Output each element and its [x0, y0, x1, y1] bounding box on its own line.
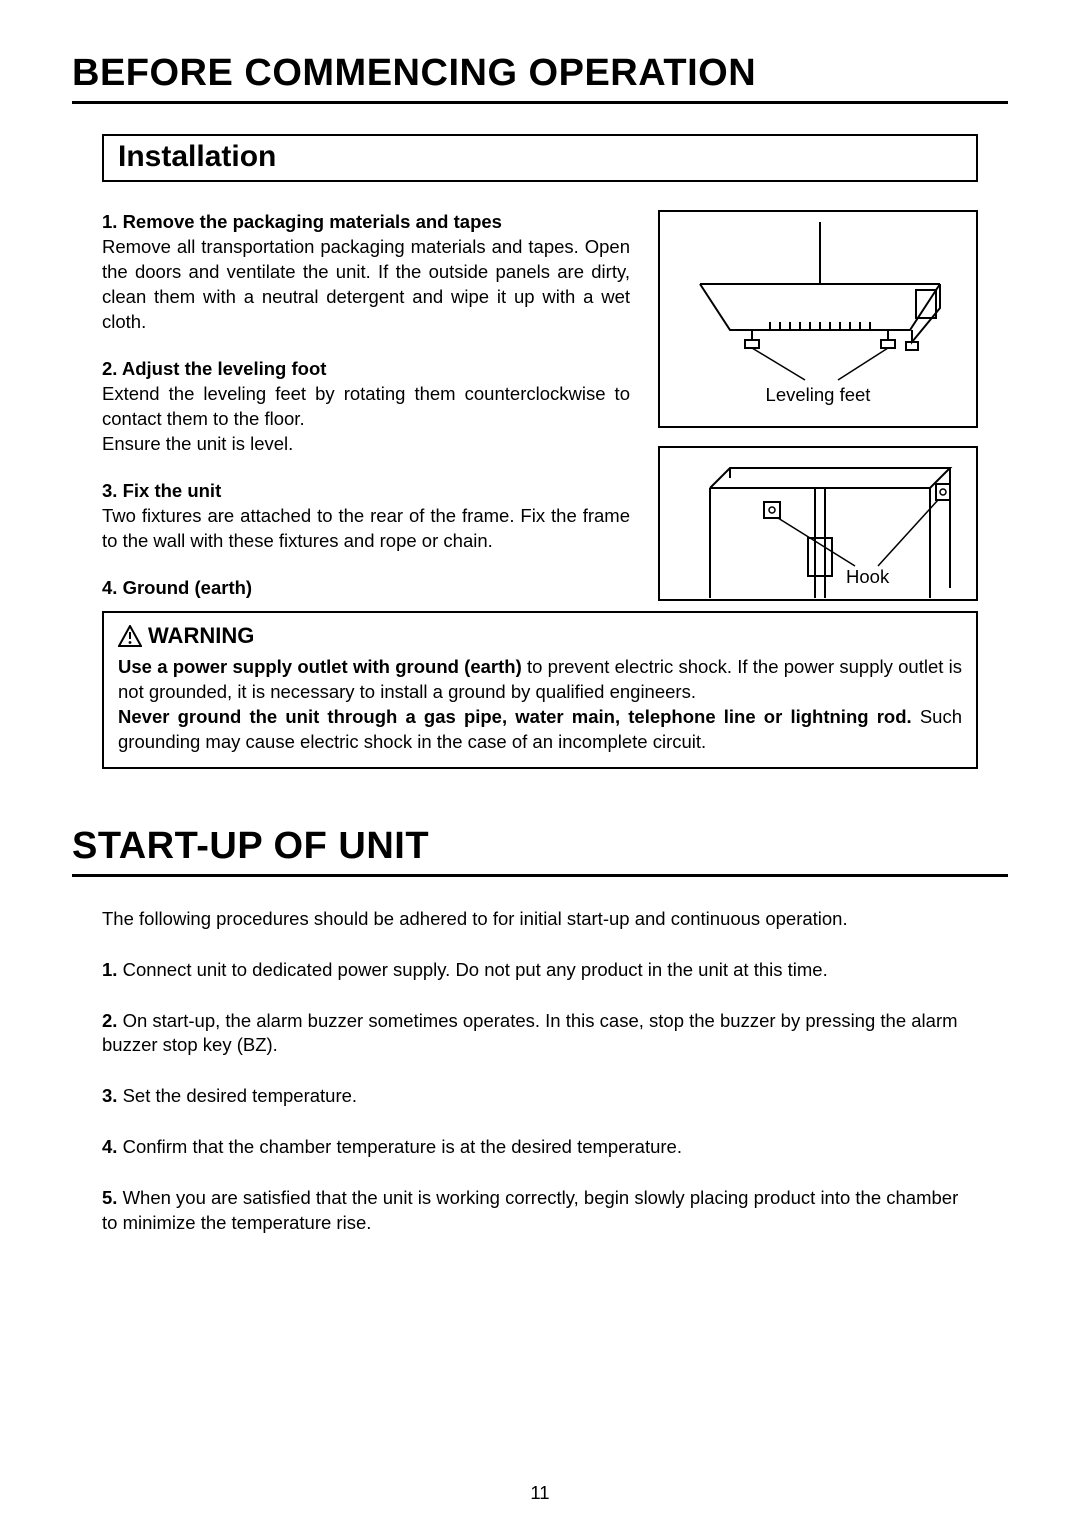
manual-page: BEFORE COMMENCING OPERATION Installation… — [0, 0, 1080, 1528]
installation-heading: Installation — [118, 140, 962, 174]
startup-item-4-text: Confirm that the chamber temperature is … — [117, 1136, 682, 1157]
step-1-body: Remove all transportation packaging mate… — [102, 235, 630, 335]
startup-item-4-num: 4. — [102, 1136, 117, 1157]
warning-line-2-bold: Never ground the unit through a gas pipe… — [118, 706, 912, 727]
startup-item-3: 3. Set the desired temperature. — [102, 1084, 978, 1109]
startup-item-5-text: When you are satisfied that the unit is … — [102, 1187, 958, 1233]
startup-intro: The following procedures should be adher… — [102, 907, 978, 932]
step-2-title: 2. Adjust the leveling foot — [102, 357, 630, 382]
startup-item-1: 1. Connect unit to dedicated power suppl… — [102, 958, 978, 983]
figure-1-caption: Leveling feet — [660, 384, 976, 406]
installation-heading-box: Installation — [102, 134, 978, 182]
startup-item-1-text: Connect unit to dedicated power supply. … — [117, 959, 827, 980]
step-2-body2: Ensure the unit is level. — [102, 432, 630, 457]
warning-line-2: Never ground the unit through a gas pipe… — [118, 705, 962, 755]
startup-item-2-num: 2. — [102, 1010, 117, 1031]
figure-2-caption: Hook — [846, 566, 889, 588]
startup-item-5: 5. When you are satisfied that the unit … — [102, 1186, 978, 1236]
startup-item-1-num: 1. — [102, 959, 117, 980]
startup-item-2-text: On start-up, the alarm buzzer sometimes … — [102, 1010, 958, 1056]
step-2-body: Extend the leveling feet by rotating the… — [102, 382, 630, 432]
warning-icon — [118, 625, 142, 647]
warning-label: WARNING — [148, 621, 254, 651]
installation-text-column: 1. Remove the packaging materials and ta… — [102, 210, 630, 601]
warning-heading: WARNING — [118, 621, 962, 651]
step-3-body: Two fixtures are attached to the rear of… — [102, 504, 630, 554]
installation-columns: 1. Remove the packaging materials and ta… — [72, 210, 1008, 601]
section-title-startup: START-UP OF UNIT — [72, 825, 1008, 877]
startup-item-3-text: Set the desired temperature. — [117, 1085, 357, 1106]
startup-item-3-num: 3. — [102, 1085, 117, 1106]
step-3-title: 3. Fix the unit — [102, 479, 630, 504]
warning-box: WARNING Use a power supply outlet with g… — [102, 611, 978, 769]
step-1-title: 1. Remove the packaging materials and ta… — [102, 210, 630, 235]
startup-body: The following procedures should be adher… — [72, 907, 1008, 1237]
startup-item-5-num: 5. — [102, 1187, 117, 1208]
hook-diagram — [660, 448, 980, 603]
page-number: 11 — [0, 1482, 1080, 1504]
section-title-before-operation: BEFORE COMMENCING OPERATION — [72, 52, 1008, 104]
startup-item-2: 2. On start-up, the alarm buzzer sometim… — [102, 1009, 978, 1059]
installation-figures-column: Leveling feet — [658, 210, 978, 601]
figure-leveling-feet: Leveling feet — [658, 210, 978, 428]
step-4-title: 4. Ground (earth) — [102, 576, 630, 601]
warning-line-1-bold: Use a power supply outlet with ground (e… — [118, 656, 522, 677]
startup-item-4: 4. Confirm that the chamber temperature … — [102, 1135, 978, 1160]
figure-hook: Hook — [658, 446, 978, 601]
warning-line-1: Use a power supply outlet with ground (e… — [118, 655, 962, 705]
